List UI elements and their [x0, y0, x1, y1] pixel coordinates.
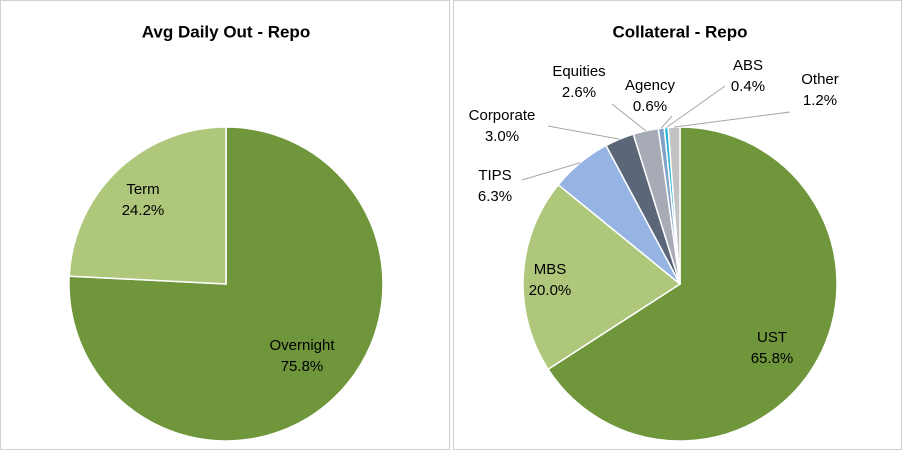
- slice-value-label: 2.6%: [562, 84, 596, 101]
- leader-line: [521, 162, 581, 181]
- slice-value-label: 0.6%: [633, 98, 667, 115]
- slice-label: UST: [757, 329, 787, 346]
- slice-value-label: 6.3%: [478, 188, 512, 205]
- slice-value-label: 20.0%: [529, 282, 572, 299]
- slice-label: Term: [126, 181, 159, 198]
- slice-label: Other: [801, 71, 839, 88]
- slice-label: MBS: [534, 261, 567, 278]
- pie-slice: [547, 126, 838, 442]
- chart-title: Avg Daily Out - Repo: [142, 22, 310, 41]
- leader-line: [611, 103, 647, 132]
- slice-value-label: 0.4%: [731, 78, 765, 95]
- pie-slice: [68, 126, 384, 442]
- slice-label: Equities: [552, 63, 605, 80]
- slice-value-label: 1.2%: [803, 92, 837, 109]
- leader-line: [674, 111, 791, 128]
- slice-label: ABS: [733, 57, 763, 74]
- slice-value-label: 24.2%: [122, 202, 165, 219]
- slice-value-label: 65.8%: [751, 350, 794, 367]
- pie-slice: [68, 126, 227, 285]
- chart-title: Collateral - Repo: [612, 22, 747, 41]
- leader-line: [547, 125, 620, 140]
- pie-slice: [522, 183, 682, 371]
- slice-label: Agency: [625, 77, 676, 94]
- leader-line: [660, 115, 673, 129]
- slice-value-label: 3.0%: [485, 128, 519, 145]
- slice-label: Corporate: [469, 107, 536, 124]
- slice-value-label: 75.8%: [281, 358, 324, 375]
- slice-label: Overnight: [269, 337, 335, 354]
- leader-line: [665, 85, 726, 129]
- slice-label: TIPS: [478, 167, 511, 184]
